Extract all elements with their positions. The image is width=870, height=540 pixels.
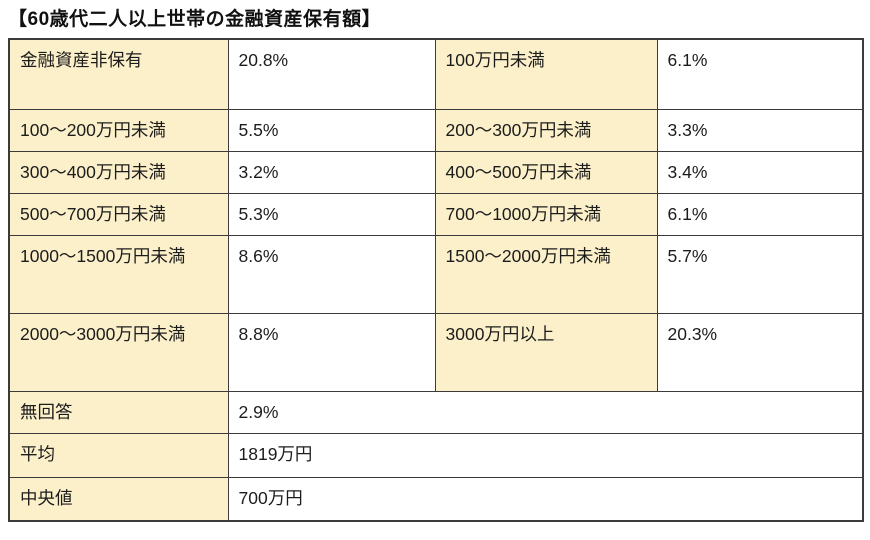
category-cell: 無回答 <box>8 390 229 434</box>
table-row: 2000〜3000万円未満 8.8% 3000万円以上 20.3% <box>8 312 864 392</box>
category-cell: 1500〜2000万円未満 <box>434 234 658 314</box>
category-cell: 2000〜3000万円未満 <box>8 312 229 392</box>
value-cell: 3.3% <box>656 108 864 152</box>
table-body: 金融資産非保有 20.8% 100万円未満 6.1% 100〜200万円未満 5… <box>8 38 864 522</box>
table-row: 300〜400万円未満 3.2% 400〜500万円未満 3.4% <box>8 150 864 194</box>
table-row: 1000〜1500万円未満 8.6% 1500〜2000万円未満 5.7% <box>8 234 864 314</box>
category-cell: 平均 <box>8 432 229 478</box>
value-cell: 5.7% <box>656 234 864 314</box>
category-cell: 金融資産非保有 <box>8 38 229 110</box>
value-cell: 2.9% <box>227 390 864 434</box>
table-row: 100〜200万円未満 5.5% 200〜300万円未満 3.3% <box>8 108 864 152</box>
value-cell: 20.3% <box>656 312 864 392</box>
category-cell: 100万円未満 <box>434 38 658 110</box>
page-title: 【60歳代二人以上世帯の金融資産保有額】 <box>8 9 382 30</box>
category-cell: 300〜400万円未満 <box>8 150 229 194</box>
category-cell: 400〜500万円未満 <box>434 150 658 194</box>
category-cell: 中央値 <box>8 476 229 522</box>
table-row: 500〜700万円未満 5.3% 700〜1000万円未満 6.1% <box>8 192 864 236</box>
value-cell: 6.1% <box>656 192 864 236</box>
value-cell: 5.3% <box>227 192 436 236</box>
value-cell: 3.4% <box>656 150 864 194</box>
category-cell: 700〜1000万円未満 <box>434 192 658 236</box>
category-cell: 200〜300万円未満 <box>434 108 658 152</box>
value-cell: 700万円 <box>227 476 864 522</box>
value-cell: 8.6% <box>227 234 436 314</box>
table-row: 中央値 700万円 <box>8 476 864 522</box>
table-row: 金融資産非保有 20.8% 100万円未満 6.1% <box>8 38 864 110</box>
category-cell: 100〜200万円未満 <box>8 108 229 152</box>
category-cell: 1000〜1500万円未満 <box>8 234 229 314</box>
value-cell: 8.8% <box>227 312 436 392</box>
value-cell: 3.2% <box>227 150 436 194</box>
value-cell: 5.5% <box>227 108 436 152</box>
value-cell: 6.1% <box>656 38 864 110</box>
financial-assets-table: 金融資産非保有 20.8% 100万円未満 6.1% 100〜200万円未満 5… <box>8 38 864 522</box>
value-cell: 1819万円 <box>227 432 864 478</box>
category-cell: 500〜700万円未満 <box>8 192 229 236</box>
value-cell: 20.8% <box>227 38 436 110</box>
table-row: 平均 1819万円 <box>8 432 864 478</box>
table-row: 無回答 2.9% <box>8 390 864 434</box>
category-cell: 3000万円以上 <box>434 312 658 392</box>
